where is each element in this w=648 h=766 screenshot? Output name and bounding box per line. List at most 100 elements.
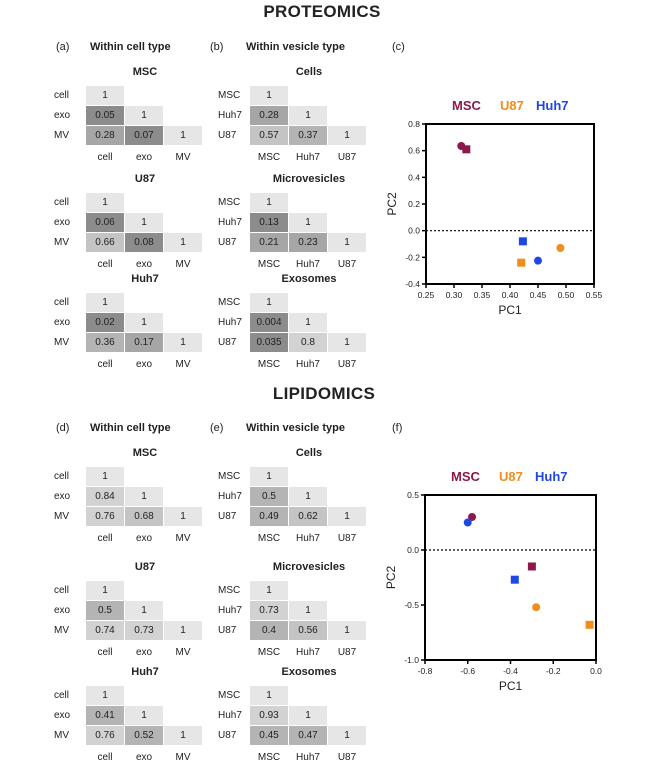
matrix-cell: 0.8 xyxy=(289,333,327,352)
matrix-cell: 0.56 xyxy=(289,621,327,640)
matrix-row-label: U87 xyxy=(218,625,237,636)
matrix-cell: 0.49 xyxy=(250,507,288,526)
matrix-cell: 1 xyxy=(86,86,124,105)
matrix-cell: 0.66 xyxy=(86,233,124,252)
matrix-col-label: MSC xyxy=(257,359,281,370)
matrix-cell: 1 xyxy=(328,621,366,640)
matrix-row-label: MV xyxy=(54,237,69,248)
matrix-cell: 1 xyxy=(125,706,163,725)
matrix-row-label: cell xyxy=(54,197,70,208)
matrix-row-label: MV xyxy=(54,730,69,741)
matrix-cell: 1 xyxy=(250,86,288,105)
matrix-cell: 0.07 xyxy=(125,126,163,145)
matrix-cell: 1 xyxy=(164,333,202,352)
matrix-cell: 1 xyxy=(250,467,288,486)
matrix-col-label: Huh7 xyxy=(296,752,320,763)
point-u87-square xyxy=(585,620,594,629)
matrix-col-label: exo xyxy=(135,359,153,370)
matrix-cell: 0.5 xyxy=(86,601,124,620)
matrix-cell: 0.17 xyxy=(125,333,163,352)
matrix-cell: 1 xyxy=(164,726,202,745)
y-tick-label: 0.8 xyxy=(408,119,420,129)
matrix-title: MSC xyxy=(132,66,158,78)
matrix-cell: 0.5 xyxy=(250,487,288,506)
matrix-col-label: cell xyxy=(97,152,113,163)
matrix-col-label: exo xyxy=(135,752,153,763)
x-tick-label: 0.25 xyxy=(418,290,435,300)
matrix-col-label: U87 xyxy=(337,533,357,544)
y-tick-label: -0.4 xyxy=(405,279,420,289)
matrix-cell: 1 xyxy=(328,726,366,745)
legend-u87: U87 xyxy=(500,98,524,113)
x-tick-label: -0.8 xyxy=(418,666,433,676)
proteomics-title: PROTEOMICS xyxy=(263,2,381,21)
matrix-cell: 1 xyxy=(328,507,366,526)
matrix-cell: 0.93 xyxy=(250,706,288,725)
matrix-col-label: Huh7 xyxy=(296,359,320,370)
y-tick-label: 0.0 xyxy=(407,545,419,555)
matrix-row-label: MSC xyxy=(218,297,241,308)
matrix-cell: 0.47 xyxy=(289,726,327,745)
matrix-cell: 0.45 xyxy=(250,726,288,745)
matrix-cell: 0.37 xyxy=(289,126,327,145)
matrix-title: U87 xyxy=(134,561,156,573)
matrix-col-label: MSC xyxy=(257,152,281,163)
legend-msc: MSC xyxy=(451,469,481,484)
matrix-row-label: exo xyxy=(54,605,71,616)
matrix-col-label: exo xyxy=(135,259,153,270)
matrix-row-label: MV xyxy=(54,130,69,141)
plot-frame xyxy=(425,123,595,285)
x-tick-label: -0.4 xyxy=(503,666,518,676)
matrix-col-label: Huh7 xyxy=(296,259,320,270)
point-msc-square xyxy=(462,145,471,154)
matrix-col-label: exo xyxy=(135,533,153,544)
matrix-cell: 1 xyxy=(86,193,124,212)
matrix-cell: 0.06 xyxy=(86,213,124,232)
matrix-cell: 1 xyxy=(289,706,327,725)
matrix-row-label: cell xyxy=(54,297,70,308)
matrix-cell: 0.05 xyxy=(86,106,124,125)
matrix-title: Microvesicles xyxy=(272,173,346,185)
matrix-col-label: MSC xyxy=(257,259,281,270)
matrix-cell: 1 xyxy=(289,487,327,506)
matrix-cell: 1 xyxy=(328,233,366,252)
matrix-row-label: Huh7 xyxy=(218,110,242,121)
panel-title-b: Within vesicle type xyxy=(246,41,345,53)
point-msc-circle xyxy=(468,513,477,521)
matrix-cell: 1 xyxy=(125,487,163,506)
matrix-col-label: MV xyxy=(175,752,191,763)
matrix-col-label: cell xyxy=(97,647,113,658)
matrix-cell: 0.76 xyxy=(86,726,124,745)
matrix-row-label: Huh7 xyxy=(218,710,242,721)
matrix-col-label: MV xyxy=(175,152,191,163)
matrix-row-label: cell xyxy=(54,90,70,101)
matrix-col-label: exo xyxy=(135,647,153,658)
x-tick-label: -0.2 xyxy=(546,666,561,676)
matrix-row-label: Huh7 xyxy=(218,217,242,228)
matrix-row-label: U87 xyxy=(218,511,237,522)
matrix-row-label: exo xyxy=(54,217,71,228)
matrix-cell: 0.4 xyxy=(250,621,288,640)
x-axis-label: PC1 xyxy=(498,303,522,317)
matrix-cell: 1 xyxy=(250,293,288,312)
matrix-cell: 1 xyxy=(164,233,202,252)
matrix-cell: 0.36 xyxy=(86,333,124,352)
matrix-cell: 0.28 xyxy=(86,126,124,145)
panel-title-d: Within cell type xyxy=(90,422,171,434)
point-u87-circle xyxy=(556,244,565,252)
matrix-title: U87 xyxy=(134,173,156,185)
matrix-cell: 1 xyxy=(164,621,202,640)
matrix-row-label: U87 xyxy=(218,337,237,348)
y-tick-label: 0.2 xyxy=(408,199,420,209)
matrix-col-label: cell xyxy=(97,752,113,763)
matrix-row-label: U87 xyxy=(218,237,237,248)
matrix-row-label: cell xyxy=(54,585,70,596)
point-msc-square xyxy=(527,562,536,571)
matrix-col-label: MSC xyxy=(257,533,281,544)
x-tick-label: 0.0 xyxy=(590,666,602,676)
y-axis-label: PC2 xyxy=(385,192,399,216)
lipidomics-title: LIPIDOMICS xyxy=(272,384,376,403)
matrix-cell: 0.62 xyxy=(289,507,327,526)
matrix-row-label: exo xyxy=(54,317,71,328)
matrix-col-label: exo xyxy=(135,152,153,163)
